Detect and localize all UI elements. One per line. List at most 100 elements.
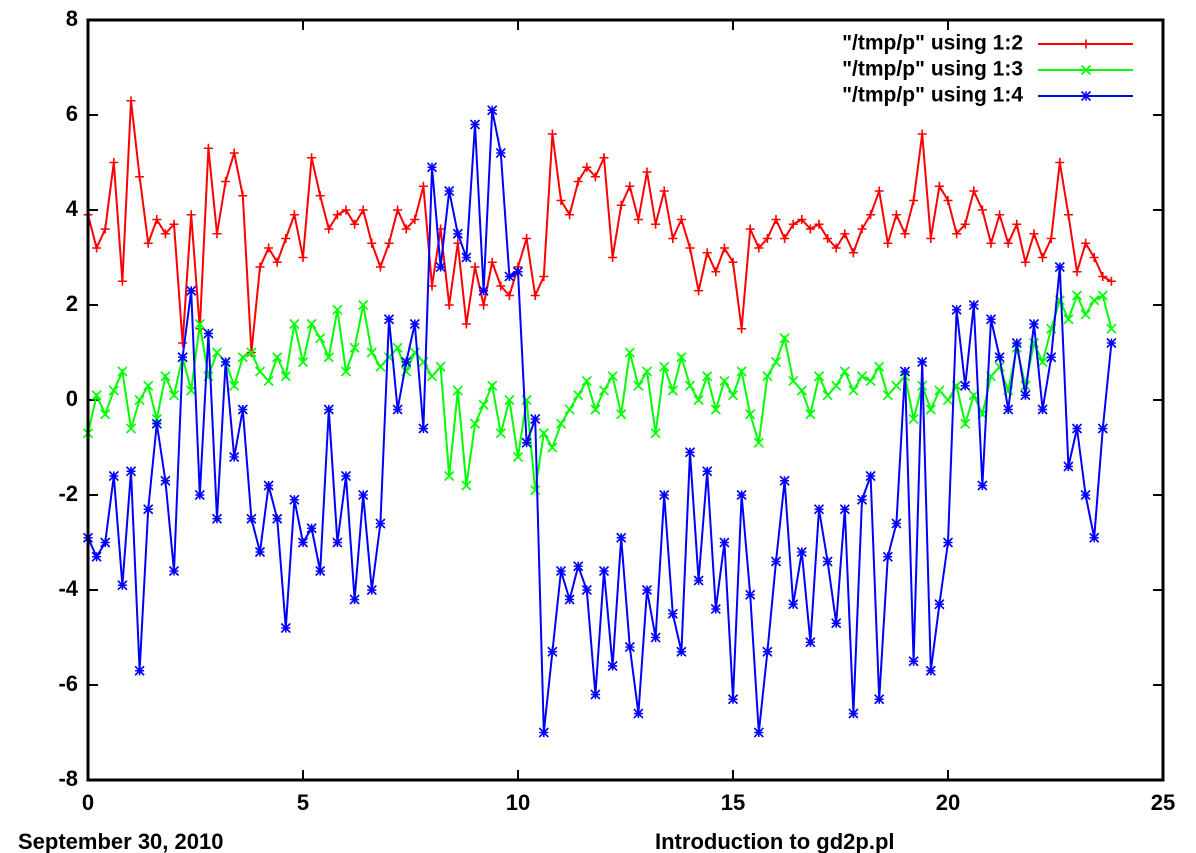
point-marker [203, 143, 213, 153]
point-marker [1037, 404, 1048, 415]
point-marker [1063, 210, 1073, 220]
point-marker [865, 375, 876, 387]
point-marker [1089, 253, 1099, 262]
point-marker [788, 599, 799, 610]
point-marker [178, 338, 188, 348]
point-marker [444, 300, 454, 310]
point-marker [160, 371, 171, 382]
point-marker [452, 228, 463, 239]
point-marker [1020, 390, 1031, 401]
legend-marker [1080, 90, 1092, 102]
point-marker [1046, 352, 1057, 363]
point-marker [229, 380, 240, 391]
point-marker [512, 451, 524, 463]
footer-left: September 30, 2010 [18, 829, 223, 853]
point-marker [384, 238, 394, 248]
point-marker [521, 437, 532, 448]
point-marker [315, 565, 326, 577]
point-marker [547, 129, 557, 139]
point-marker [504, 271, 515, 282]
point-marker [685, 243, 695, 253]
point-marker [994, 352, 1005, 363]
point-marker [478, 285, 489, 296]
point-marker [659, 489, 670, 501]
point-marker [616, 532, 627, 543]
point-marker [409, 318, 420, 330]
point-marker [487, 105, 498, 116]
point-marker [487, 380, 498, 391]
point-marker [797, 215, 807, 224]
point-marker [684, 447, 696, 458]
point-marker [151, 418, 162, 429]
point-marker [805, 637, 816, 648]
point-marker [668, 234, 678, 243]
point-marker [177, 352, 188, 363]
point-marker [1081, 238, 1091, 248]
point-marker [1097, 423, 1108, 434]
point-marker [702, 466, 713, 477]
point-marker [350, 219, 360, 229]
point-marker [788, 375, 799, 387]
point-marker [641, 366, 653, 377]
point-marker [926, 234, 936, 243]
point-marker [659, 361, 670, 372]
point-marker [564, 404, 575, 415]
point-marker [281, 234, 291, 243]
point-marker [375, 518, 386, 529]
point-marker [125, 423, 137, 434]
point-marker [1071, 423, 1083, 434]
point-marker [625, 181, 635, 191]
point-marker [143, 380, 154, 391]
point-marker [968, 299, 979, 311]
point-marker [857, 224, 867, 234]
point-marker [969, 186, 979, 196]
point-marker [823, 234, 833, 243]
point-marker [426, 162, 438, 173]
y-tick-label: 6 [66, 101, 78, 126]
point-marker [263, 375, 274, 387]
point-marker [538, 428, 549, 439]
point-marker [865, 470, 876, 482]
point-marker [814, 219, 824, 229]
point-marker [341, 205, 351, 215]
point-marker [607, 371, 618, 382]
point-marker [126, 96, 136, 106]
point-marker [186, 385, 197, 396]
point-marker [452, 385, 463, 396]
point-marker [780, 234, 790, 243]
point-marker [100, 537, 111, 548]
point-marker [392, 342, 403, 353]
point-marker [212, 229, 222, 239]
point-marker [1038, 253, 1048, 262]
point-marker [1037, 356, 1048, 368]
point-marker [340, 366, 352, 377]
point-marker [650, 428, 661, 439]
legend-label: "/tmp/p" using 1:2 [842, 32, 1023, 55]
point-marker [117, 276, 127, 286]
y-tick-label: 2 [66, 291, 78, 316]
point-marker [504, 394, 515, 406]
point-marker [839, 504, 850, 515]
point-marker [280, 622, 291, 634]
point-marker [366, 584, 377, 596]
point-marker [1106, 276, 1116, 286]
point-marker [582, 162, 592, 172]
point-marker [882, 390, 893, 401]
point-marker [727, 694, 739, 705]
point-marker [237, 352, 248, 363]
x-tick-label: 15 [721, 790, 745, 815]
point-marker [512, 266, 524, 277]
point-marker [573, 561, 584, 572]
point-marker [925, 665, 936, 676]
point-marker [581, 584, 592, 596]
point-marker [693, 394, 704, 406]
point-marker [624, 347, 635, 358]
point-marker [1089, 295, 1100, 306]
point-marker [1072, 267, 1082, 277]
point-marker [934, 599, 945, 610]
point-marker [633, 215, 643, 224]
point-marker [899, 366, 911, 377]
point-marker [796, 385, 807, 396]
point-marker [977, 480, 988, 491]
point-marker [108, 470, 119, 482]
